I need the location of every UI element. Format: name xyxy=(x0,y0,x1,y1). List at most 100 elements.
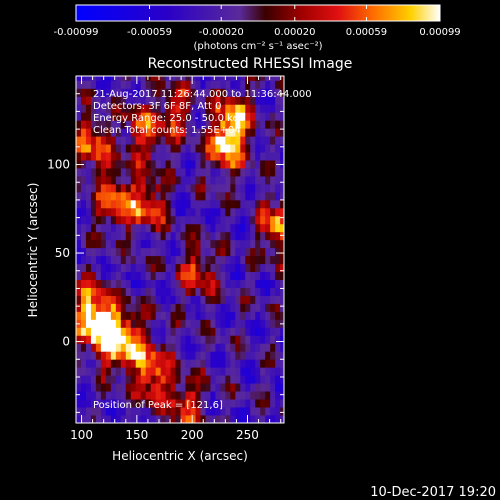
heatmap-cell xyxy=(235,255,241,265)
heatmap-cell xyxy=(85,183,92,193)
heatmap-cell xyxy=(95,319,102,328)
heatmap-cell xyxy=(190,144,196,153)
heatmap-cell xyxy=(85,255,92,265)
heatmap-cell xyxy=(90,199,97,209)
heatmap-cell xyxy=(185,152,191,161)
heatmap-cell xyxy=(80,144,87,153)
heatmap-cell xyxy=(175,295,181,304)
heatmap-cell xyxy=(170,88,176,97)
heatmap-cell xyxy=(150,239,157,249)
heatmap-cell xyxy=(76,112,82,121)
heatmap-cell xyxy=(140,96,147,105)
heatmap-cell xyxy=(195,327,201,336)
heatmap-cell xyxy=(270,375,276,384)
heatmap-cell xyxy=(270,335,276,344)
heatmap-cell xyxy=(225,80,231,89)
heatmap-cell xyxy=(250,160,256,169)
heatmap-cell xyxy=(275,104,281,113)
heatmap-cell xyxy=(200,359,206,368)
heatmap-cell xyxy=(270,223,276,233)
heatmap-cell xyxy=(160,112,167,121)
heatmap-cell xyxy=(115,367,122,376)
heatmap-cell xyxy=(220,160,226,169)
heatmap-cell xyxy=(155,231,162,241)
heatmap-cell xyxy=(155,136,162,145)
heatmap-cell xyxy=(76,303,82,312)
heatmap-cell xyxy=(280,303,284,312)
heatmap-cell xyxy=(165,383,171,392)
heatmap-cell xyxy=(210,104,216,113)
heatmap-cell xyxy=(110,183,117,193)
heatmap-cell xyxy=(210,407,216,416)
heatmap-cell xyxy=(225,287,231,296)
heatmap-cell xyxy=(170,168,176,177)
heatmap-cell xyxy=(76,327,82,336)
heatmap-cell xyxy=(175,128,181,137)
heatmap-cell xyxy=(80,215,87,225)
heatmap-cell xyxy=(210,295,216,304)
heatmap-cell xyxy=(220,104,226,113)
heatmap-cell xyxy=(230,407,236,416)
heatmap-cell xyxy=(115,160,122,169)
heatmap-cell xyxy=(175,247,181,257)
heatmap-cell xyxy=(125,215,132,225)
heatmap-cell xyxy=(150,136,157,145)
heatmap-cell xyxy=(220,303,226,312)
heatmap-cell xyxy=(210,351,216,360)
heatmap-cell xyxy=(205,223,211,233)
heatmap-cell xyxy=(125,351,132,360)
heatmap-cell xyxy=(80,343,87,352)
heatmap-cell xyxy=(80,231,87,241)
heatmap-cell xyxy=(230,391,236,400)
heatmap-cell xyxy=(95,399,102,408)
heatmap-cell xyxy=(120,263,127,273)
heatmap-cell xyxy=(155,144,162,153)
heatmap-cell xyxy=(195,215,201,225)
heatmap-cell xyxy=(115,183,122,193)
heatmap-cell xyxy=(225,160,231,169)
heatmap-cell xyxy=(210,359,216,368)
heatmap-cell xyxy=(200,311,206,320)
heatmap-cell xyxy=(115,168,122,177)
heatmap-cell xyxy=(145,191,152,201)
heatmap-cell xyxy=(80,279,87,288)
heatmap-cell xyxy=(160,415,167,423)
heatmap-cell xyxy=(260,215,266,225)
heatmap-cell xyxy=(225,279,231,288)
heatmap-cell xyxy=(225,311,231,320)
heatmap-cell xyxy=(275,199,281,209)
heatmap-cell xyxy=(245,168,251,177)
chart-title: Reconstructed RHESSI Image xyxy=(148,56,353,72)
heatmap-cell xyxy=(145,223,152,233)
heatmap-cell xyxy=(110,88,117,97)
heatmap-cell xyxy=(240,80,246,89)
heatmap-cell xyxy=(90,343,97,352)
heatmap-cell xyxy=(105,112,112,121)
heatmap-cell xyxy=(250,255,256,265)
heatmap-cell xyxy=(205,335,211,344)
heatmap-cell xyxy=(270,183,276,193)
heatmap-cell xyxy=(140,263,147,273)
heatmap-cell xyxy=(230,88,236,97)
heatmap-cell xyxy=(150,351,157,360)
heatmap-cell xyxy=(260,183,266,193)
heatmap-cell xyxy=(230,399,236,408)
heatmap-cell xyxy=(115,279,122,288)
heatmap-cell xyxy=(155,399,162,408)
heatmap-cell xyxy=(265,295,271,304)
heatmap-cell xyxy=(220,231,226,241)
heatmap-cell xyxy=(115,311,122,320)
heatmap-cell xyxy=(95,76,102,81)
heatmap-cell xyxy=(255,375,261,384)
heatmap-cell xyxy=(100,120,107,129)
heatmap-cell xyxy=(115,239,122,249)
heatmap-cell xyxy=(200,247,206,257)
heatmap-cell xyxy=(165,231,171,241)
heatmap-cell xyxy=(210,152,216,161)
heatmap-cell xyxy=(195,367,201,376)
heatmap-cell xyxy=(76,263,82,273)
heatmap-cell xyxy=(145,287,152,296)
heatmap-cell xyxy=(76,207,82,217)
heatmap-cell xyxy=(110,279,117,288)
heatmap-cell xyxy=(225,255,231,265)
